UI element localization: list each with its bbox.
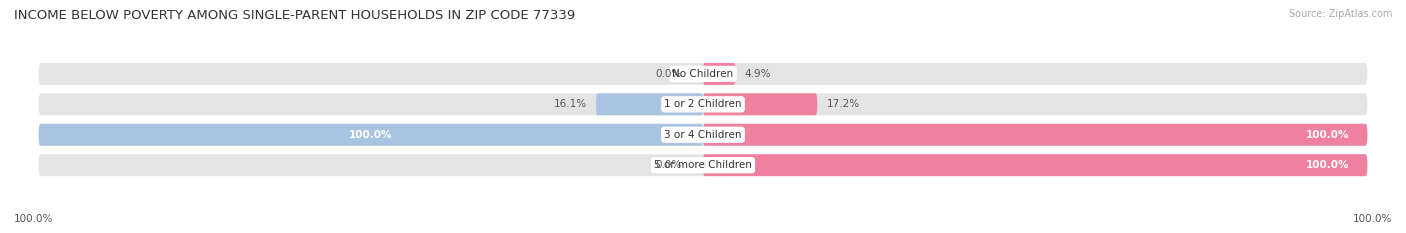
- Text: 100.0%: 100.0%: [1353, 214, 1392, 224]
- Text: 17.2%: 17.2%: [827, 99, 859, 109]
- Text: INCOME BELOW POVERTY AMONG SINGLE-PARENT HOUSEHOLDS IN ZIP CODE 77339: INCOME BELOW POVERTY AMONG SINGLE-PARENT…: [14, 9, 575, 22]
- Text: 3 or 4 Children: 3 or 4 Children: [664, 130, 742, 140]
- FancyBboxPatch shape: [703, 154, 1367, 176]
- Text: 0.0%: 0.0%: [655, 69, 682, 79]
- FancyBboxPatch shape: [703, 93, 817, 115]
- Text: 16.1%: 16.1%: [554, 99, 586, 109]
- Text: 100.0%: 100.0%: [14, 214, 53, 224]
- Text: No Children: No Children: [672, 69, 734, 79]
- Text: 100.0%: 100.0%: [1305, 130, 1348, 140]
- Text: 0.0%: 0.0%: [655, 160, 682, 170]
- FancyBboxPatch shape: [38, 93, 1367, 115]
- Text: 1 or 2 Children: 1 or 2 Children: [664, 99, 742, 109]
- Text: Source: ZipAtlas.com: Source: ZipAtlas.com: [1288, 9, 1392, 19]
- Text: 5 or more Children: 5 or more Children: [654, 160, 752, 170]
- FancyBboxPatch shape: [38, 63, 1367, 85]
- FancyBboxPatch shape: [703, 124, 1367, 146]
- Text: 4.9%: 4.9%: [745, 69, 772, 79]
- Text: 100.0%: 100.0%: [1305, 160, 1348, 170]
- Text: 100.0%: 100.0%: [349, 130, 392, 140]
- FancyBboxPatch shape: [703, 63, 735, 85]
- FancyBboxPatch shape: [38, 124, 703, 146]
- FancyBboxPatch shape: [596, 93, 703, 115]
- FancyBboxPatch shape: [38, 154, 1367, 176]
- FancyBboxPatch shape: [38, 124, 1367, 146]
